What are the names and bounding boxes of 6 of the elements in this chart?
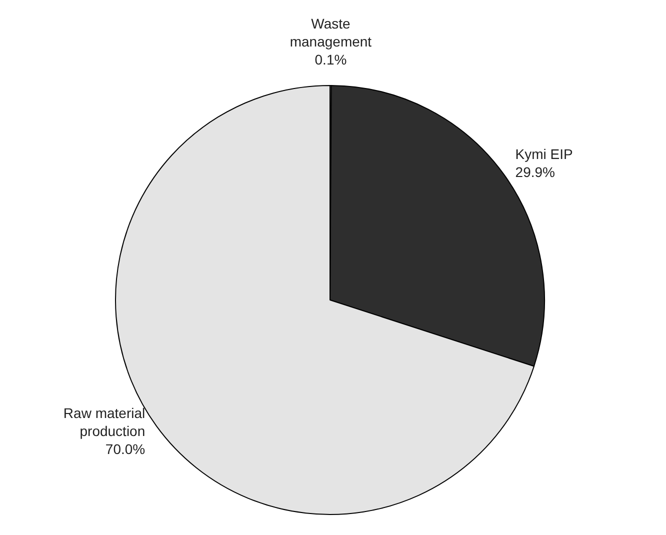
data-label: 70.0% (105, 441, 146, 458)
slice-label: Waste management (290, 15, 372, 50)
slice-label: Kymi EIP (515, 146, 573, 162)
data-label: 29.9% (515, 164, 555, 180)
slice-label: Raw material production (63, 405, 146, 440)
data-label: 0.1% (314, 51, 347, 68)
